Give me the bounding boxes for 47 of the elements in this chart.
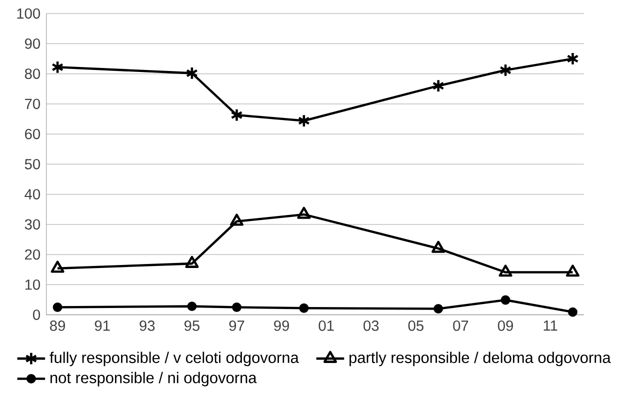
y-tick-label: 100 — [17, 8, 40, 19]
y-tick-label: 80 — [24, 68, 40, 79]
point — [566, 264, 580, 277]
point — [186, 66, 198, 80]
point — [499, 63, 512, 77]
y-tick-label: 0 — [33, 309, 40, 320]
point — [51, 60, 64, 74]
point — [434, 304, 444, 314]
point — [498, 264, 512, 277]
x-tick-label: 97 — [229, 320, 244, 331]
point — [568, 307, 578, 317]
x-tick-label: 09 — [498, 320, 513, 331]
y-tick-label: 60 — [25, 128, 40, 140]
point — [298, 114, 310, 128]
y-tick-label: 90 — [24, 38, 40, 49]
x-tick-label: 11 — [544, 320, 558, 331]
y-tick-label: 50 — [24, 158, 40, 170]
x-tick-label: 07 — [453, 320, 468, 331]
point — [230, 108, 243, 122]
legend-label: not responsible / ni odgovorna — [50, 372, 257, 386]
y-tick-label: 20 — [25, 249, 40, 260]
x-tick-label: 03 — [364, 320, 379, 331]
point — [432, 240, 446, 253]
point — [500, 295, 510, 305]
y-tick-label: 40 — [24, 188, 40, 200]
y-tick-label: 10 — [25, 279, 40, 290]
x-tick-label: 93 — [140, 320, 155, 331]
x-tick-label: 89 — [50, 320, 66, 331]
point — [566, 52, 579, 66]
x-tick-label: 05 — [408, 320, 424, 331]
point — [299, 303, 309, 313]
y-tick-label: 30 — [24, 219, 40, 230]
x-tick-label: 01 — [318, 320, 334, 331]
point — [230, 214, 244, 226]
point — [52, 302, 62, 312]
legend-label: partly responsible / deloma odgovorna — [350, 352, 611, 366]
point — [187, 302, 197, 311]
point — [432, 78, 444, 93]
x-tick-label: 95 — [184, 320, 200, 331]
point — [232, 302, 242, 312]
legend-label: fully responsible / v celoti odgovorna — [50, 352, 299, 366]
y-tick-label: 70 — [25, 98, 40, 110]
x-tick-label: 91 — [94, 320, 110, 331]
x-tick-label: 99 — [274, 320, 289, 331]
point — [185, 256, 199, 268]
point — [50, 260, 64, 273]
point — [297, 206, 311, 219]
